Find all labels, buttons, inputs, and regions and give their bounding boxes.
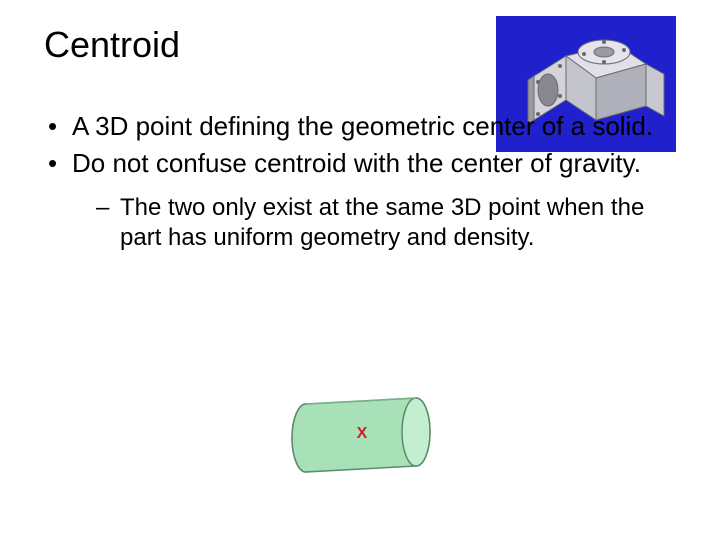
sub-bullet-list: The two only exist at the same 3D point … [72,193,676,253]
centroid-marker-icon: X [357,425,368,442]
sub-bullet-item: The two only exist at the same 3D point … [72,193,676,253]
bullet-item: Do not confuse centroid with the center … [44,147,676,254]
slide: Centroid A 3D point defining the geometr… [0,0,720,540]
bullet-text: A 3D point defining the geometric center… [72,111,653,141]
bullet-list: A 3D point defining the geometric center… [44,110,676,253]
sub-bullet-text: The two only exist at the same 3D point … [120,194,644,251]
bullet-item: A 3D point defining the geometric center… [44,110,676,143]
bullet-text: Do not confuse centroid with the center … [72,148,641,178]
cylinder-image: X [260,376,460,496]
